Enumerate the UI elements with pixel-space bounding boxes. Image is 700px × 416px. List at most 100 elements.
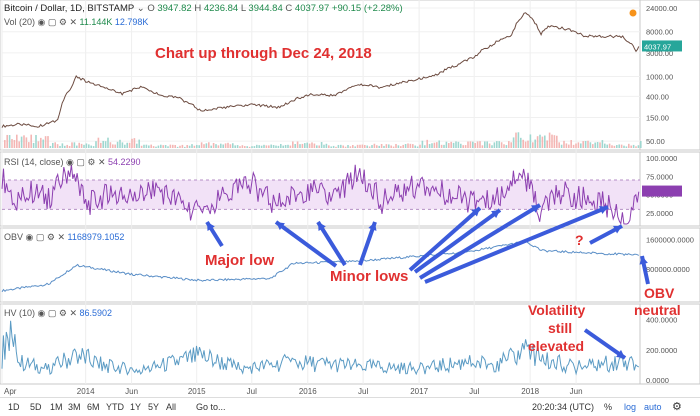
volume-bar bbox=[563, 140, 565, 148]
percent-toggle[interactable]: % bbox=[604, 402, 613, 412]
volume-bar bbox=[450, 141, 452, 148]
volume-bar bbox=[294, 144, 296, 148]
annotation-arrow bbox=[408, 206, 482, 272]
timeframe-5d[interactable]: 5D bbox=[30, 402, 42, 412]
price-y-tick: 50.00 bbox=[646, 137, 665, 146]
rsi-badge-bg bbox=[642, 185, 682, 197]
arrow-shaft bbox=[316, 220, 347, 267]
volume-bar bbox=[30, 134, 32, 148]
volume-bar bbox=[347, 144, 349, 148]
volume-bar bbox=[162, 145, 164, 148]
auto-toggle[interactable]: auto bbox=[644, 402, 662, 412]
volume-bar bbox=[491, 145, 493, 148]
price-badge-bg bbox=[642, 40, 682, 52]
volume-bar bbox=[83, 144, 85, 148]
volume-bar bbox=[404, 144, 407, 148]
volume-bar bbox=[160, 144, 162, 148]
volume-bar bbox=[270, 144, 272, 148]
price-y-tick: 8000.00 bbox=[646, 28, 673, 37]
timeframe-1m[interactable]: 1M bbox=[50, 402, 63, 412]
x-tick-label: Jun bbox=[125, 387, 138, 396]
pane-controls-icon[interactable]: ◉ ▢ ⚙ ✕ bbox=[37, 308, 80, 318]
volume-bar bbox=[524, 141, 527, 148]
arrow-shaft bbox=[408, 206, 482, 272]
volume-bar bbox=[498, 141, 500, 148]
volume-bar bbox=[236, 145, 239, 148]
volume-bar bbox=[577, 142, 580, 148]
pane-controls-icon[interactable]: ◉ ▢ ⚙ ✕ bbox=[66, 157, 109, 167]
volume-bar bbox=[287, 144, 289, 148]
volume-bar bbox=[565, 143, 568, 148]
volume-bar bbox=[13, 140, 16, 148]
timeframe-6m[interactable]: 6M bbox=[87, 402, 100, 412]
price-badge: 4037.97 bbox=[644, 42, 671, 51]
eye-icon[interactable]: ◉ ▢ ⚙ ✕ bbox=[37, 17, 80, 27]
volume-bar bbox=[340, 144, 342, 148]
price-y-tick: 400.00 bbox=[646, 92, 669, 101]
volume-bar bbox=[546, 140, 548, 148]
volume-bar bbox=[616, 145, 618, 148]
volume-bar bbox=[637, 145, 640, 148]
volume-bar bbox=[570, 140, 572, 148]
arrow-head-icon bbox=[318, 222, 326, 231]
x-tick-label: Jul bbox=[358, 387, 368, 396]
volume-bar bbox=[169, 144, 172, 148]
chart-canvas: Apr 2014 Jun 2015 Jul 2016 Jul 2017 Jul 2018 Jun 24… bbox=[0, 0, 700, 396]
timeframe-all[interactable]: All bbox=[166, 402, 177, 412]
volume-bar bbox=[452, 142, 455, 148]
hv-y-tick: 0.0000 bbox=[646, 376, 669, 385]
volume-bar bbox=[541, 136, 544, 148]
annotation-title: Chart up through Dec 24, 2018 bbox=[155, 45, 372, 62]
volume-bar bbox=[8, 135, 11, 148]
goto-button[interactable]: Go to... bbox=[196, 402, 226, 412]
volume-bar bbox=[282, 145, 284, 148]
price-y-tick: 150.00 bbox=[646, 113, 669, 122]
ohlc-o-label: O bbox=[147, 3, 155, 14]
volume-bar bbox=[428, 144, 431, 148]
volume-bar bbox=[630, 145, 632, 148]
volume-bar bbox=[606, 144, 608, 148]
annotation-question: ? bbox=[575, 232, 584, 248]
volume-bar bbox=[572, 144, 575, 148]
volume-bar bbox=[431, 143, 433, 148]
pane-controls-icon[interactable]: ◉ ▢ ⚙ ✕ bbox=[25, 232, 68, 242]
volume-bar bbox=[107, 137, 109, 148]
annotation-obv: OBV bbox=[644, 285, 675, 301]
obv-label: OBV bbox=[4, 232, 24, 242]
x-tick-label: Jun bbox=[570, 387, 583, 396]
volume-bar bbox=[289, 145, 292, 148]
volume-bar bbox=[320, 142, 323, 148]
ohlc-close: 4037.97 bbox=[294, 3, 330, 14]
volume-bar bbox=[248, 146, 251, 148]
timeframe-5y[interactable]: 5Y bbox=[148, 402, 160, 412]
volume-bar bbox=[32, 142, 35, 148]
timeframe-1y[interactable]: 1Y bbox=[130, 402, 142, 412]
volume-bar bbox=[445, 141, 448, 148]
timeframe-ytd[interactable]: YTD bbox=[106, 402, 124, 412]
log-toggle[interactable]: log bbox=[624, 402, 637, 412]
volume-bar bbox=[534, 139, 536, 148]
chevron-down-icon[interactable]: ⌄ bbox=[136, 3, 148, 14]
timeframe-3m[interactable]: 3M bbox=[68, 402, 81, 412]
volume-bar bbox=[505, 145, 508, 148]
volume-bar bbox=[35, 135, 37, 148]
volume-bar bbox=[85, 143, 88, 148]
volume-bar bbox=[109, 142, 112, 148]
price-y-tick: 1000.00 bbox=[646, 73, 673, 82]
ohlc-l-label: L bbox=[240, 3, 246, 14]
volume-bar bbox=[104, 141, 107, 148]
volume-bar bbox=[587, 140, 589, 148]
volume-bar bbox=[155, 146, 157, 148]
volume-bar bbox=[601, 140, 604, 148]
gear-icon[interactable]: ⚙ bbox=[672, 401, 682, 413]
volume-bar bbox=[191, 144, 193, 148]
volume-bar bbox=[481, 145, 484, 148]
volume-label: Vol (20) bbox=[4, 17, 36, 27]
timeframe-1d[interactable]: 1D bbox=[8, 402, 20, 412]
volume-bar bbox=[59, 145, 61, 148]
volume-bar bbox=[440, 144, 443, 148]
volume-bar bbox=[251, 146, 253, 148]
volume-bar bbox=[390, 145, 392, 148]
volume-bar bbox=[584, 140, 587, 148]
volume-bar bbox=[308, 143, 311, 148]
